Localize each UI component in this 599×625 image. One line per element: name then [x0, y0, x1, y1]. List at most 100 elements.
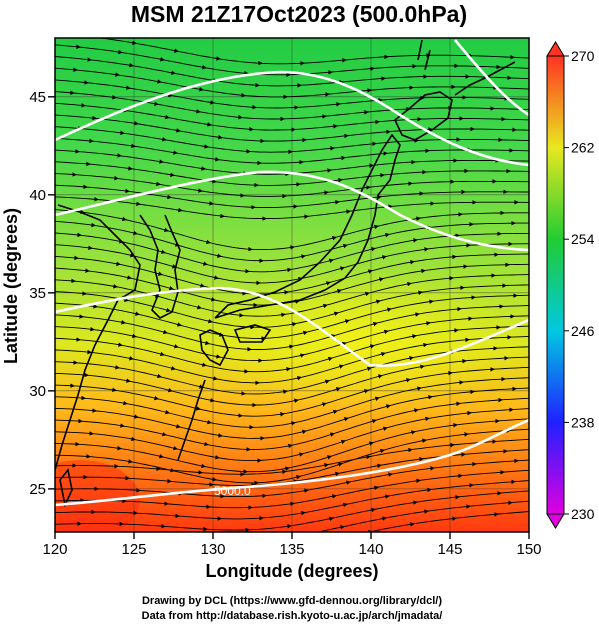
streamline-arrow — [119, 423, 125, 428]
streamline-arrow — [331, 236, 337, 241]
streamline-arrow — [385, 404, 391, 409]
streamline-arrow — [165, 307, 171, 313]
streamline-arrow — [115, 261, 121, 266]
streamline-arrow — [133, 121, 139, 126]
streamline-arrow — [282, 389, 288, 394]
streamline-arrow — [370, 507, 376, 513]
streamline — [55, 294, 529, 339]
streamline-arrow — [345, 480, 351, 485]
streamline-arrow — [302, 330, 308, 336]
streamline-arrow — [452, 422, 458, 428]
streamline-arrow — [325, 281, 331, 286]
streamline — [55, 356, 529, 406]
streamline-arrow — [161, 431, 167, 437]
streamline-arrow — [414, 312, 420, 317]
streamline-arrow — [119, 130, 125, 136]
credit-drawing: Drawing by DCL (https://www.gfd-dennou.o… — [142, 595, 442, 607]
streamline-arrow — [335, 387, 341, 392]
streamline-arrow — [387, 472, 393, 477]
streamline-arrow — [412, 500, 418, 505]
streamline — [55, 325, 529, 373]
streamline-arrow — [426, 487, 432, 493]
y-tick-label: 25 — [29, 481, 46, 498]
contour-north-1 — [55, 70, 529, 167]
streamline-arrow — [334, 199, 340, 205]
streamline-arrow — [156, 373, 162, 379]
streamline-arrow — [130, 436, 136, 442]
x-tick-label: 120 — [42, 541, 67, 558]
streamline-arrow — [295, 475, 301, 480]
streamline-arrow — [367, 269, 373, 274]
streamline-arrow — [199, 283, 205, 288]
streamline-arrow — [328, 516, 334, 521]
colorbar-tick-label: 230 — [571, 506, 595, 522]
streamline-arrow — [291, 321, 297, 327]
colorbar-tick-label: 246 — [571, 323, 595, 339]
streamline — [55, 67, 529, 98]
streamline-arrow — [296, 375, 302, 381]
streamline-arrow — [127, 166, 133, 171]
streamline-arrow — [164, 409, 170, 415]
streamline-arrow — [339, 266, 345, 271]
streamline-arrow — [211, 179, 217, 184]
streamline-arrow — [284, 466, 290, 471]
streamline-arrow — [173, 344, 179, 349]
streamline-arrow — [419, 364, 425, 370]
streamline-arrow — [196, 304, 202, 310]
streamline — [55, 459, 529, 498]
streamline-arrow — [195, 406, 201, 411]
streamline-arrow — [373, 485, 379, 491]
streamline-arrow — [153, 101, 159, 106]
streamline-arrow — [326, 540, 330, 541]
streamline-arrow — [368, 441, 374, 446]
streamline-arrow — [134, 311, 140, 316]
streamline-arrow — [130, 143, 136, 149]
streamline-arrow — [159, 351, 165, 357]
streamline-arrow — [120, 320, 126, 325]
streamline-arrow — [427, 395, 433, 400]
streamline-arrow — [128, 62, 134, 68]
streamline-arrow — [117, 49, 123, 55]
streamline-arrow — [128, 356, 134, 361]
streamline-arrow — [409, 259, 415, 265]
streamline-arrow — [425, 321, 431, 326]
streamline-arrow — [204, 340, 210, 346]
streamline — [55, 184, 529, 208]
streamline-arrow — [279, 412, 285, 417]
streamline-arrow — [328, 258, 334, 263]
streamline — [55, 428, 529, 484]
contour-north-3 — [454, 39, 529, 117]
streamline-arrow — [87, 245, 93, 251]
streamline — [55, 490, 529, 531]
streamline-arrow — [127, 459, 133, 464]
x-tick-label: 135 — [279, 541, 304, 558]
streamline-arrow — [415, 216, 421, 221]
streamline-arrow — [214, 455, 220, 460]
x-tick-label: 130 — [200, 541, 225, 558]
streamline-arrow — [303, 488, 309, 493]
streamline-arrow — [168, 285, 174, 291]
streamline-arrow — [294, 299, 300, 304]
streamline-arrow — [370, 247, 376, 252]
streamline-arrow — [131, 333, 137, 339]
streamline — [55, 253, 529, 295]
streamline-arrow — [364, 291, 370, 297]
streamline-arrow — [422, 342, 428, 348]
y-tick-label: 30 — [29, 383, 46, 400]
streamline-arrow — [217, 433, 223, 438]
streamline-arrow — [289, 245, 295, 250]
streamline-arrow — [116, 445, 122, 451]
hokkaido-coastline — [394, 91, 453, 141]
streamline-arrow — [167, 387, 173, 393]
streamline-arrow — [343, 417, 349, 422]
streamline-arrow — [170, 70, 176, 75]
streamline-arrow — [333, 311, 339, 316]
streamline-arrow — [201, 362, 207, 367]
honshu-coastline — [214, 133, 401, 319]
streamline-arrow — [326, 455, 332, 460]
contour-north-2 — [55, 170, 529, 252]
streamline-arrow — [155, 181, 161, 187]
streamline-arrow — [379, 448, 385, 454]
streamline-arrow — [209, 398, 215, 403]
streamline-arrow — [363, 389, 369, 394]
